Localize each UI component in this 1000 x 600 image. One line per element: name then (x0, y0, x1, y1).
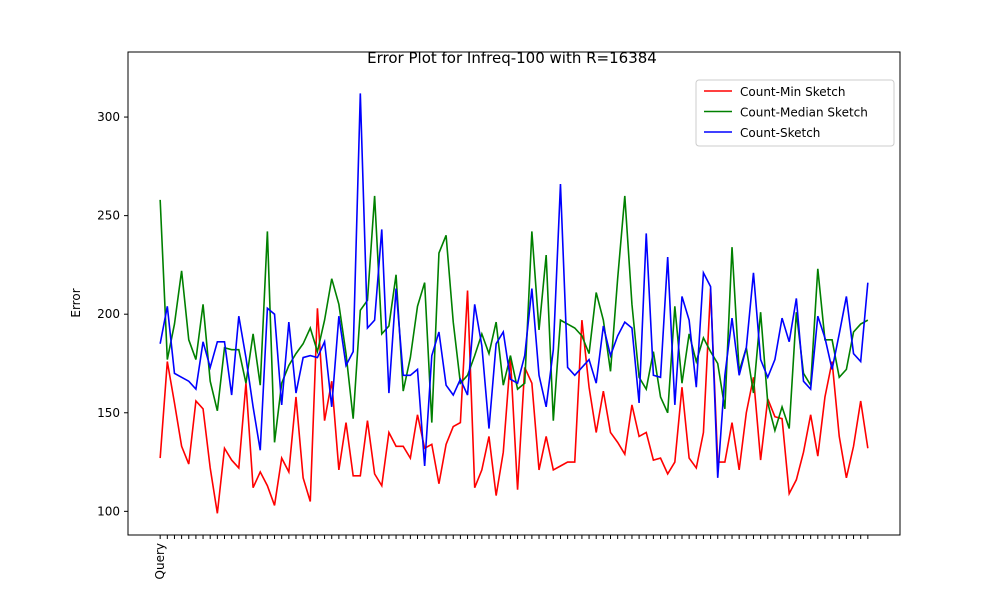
chart-title: Error Plot for Infreq-100 with R=16384 (367, 49, 657, 67)
plot-frame (127, 51, 901, 536)
y-tick-label: 200 (97, 307, 120, 321)
y-axis-label: Error (69, 288, 83, 317)
series-line (159, 93, 869, 478)
legend-label: Count-Median Sketch (740, 106, 868, 120)
series-line (159, 195, 869, 443)
legend-label: Count-Sketch (740, 126, 820, 140)
x-tick-label: Query (153, 543, 167, 579)
y-tick-label: 250 (97, 209, 120, 223)
y-tick-label: 150 (97, 406, 120, 420)
legend-box (695, 79, 895, 147)
series-line (159, 288, 869, 514)
y-tick-label: 100 (97, 504, 120, 518)
y-tick-label: 300 (97, 110, 120, 124)
legend-label: Count-Min Sketch (740, 85, 846, 99)
